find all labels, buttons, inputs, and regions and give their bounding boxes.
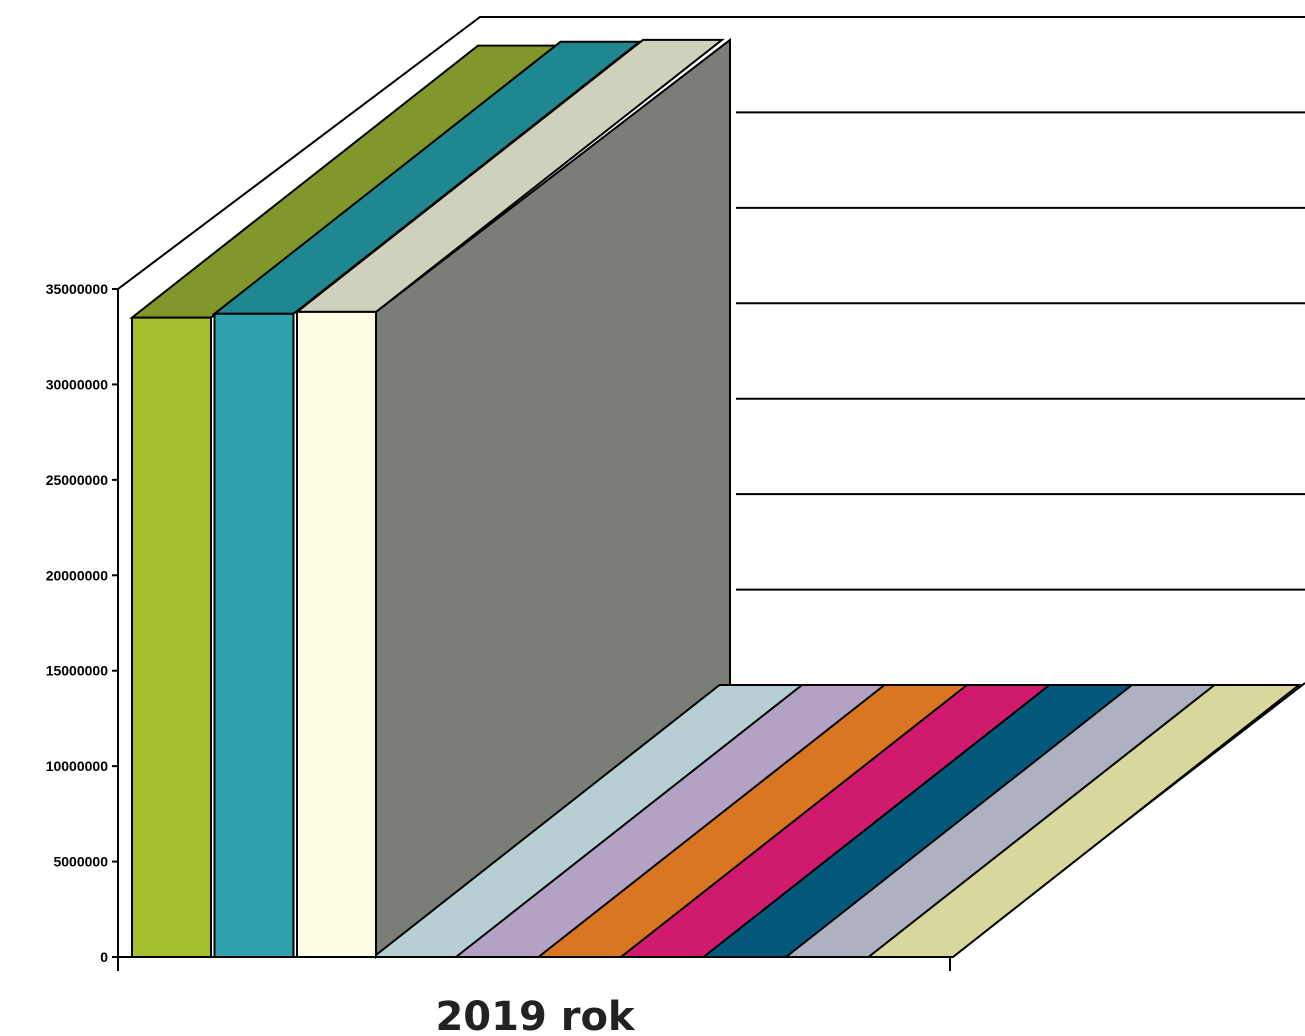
y-tick-labels: 0 5000000 10000000 15000000 20000000 25000000… bbox=[46, 281, 109, 965]
y-tick-label: 30000000 bbox=[46, 376, 109, 392]
bar-series-3 bbox=[296, 310, 377, 959]
y-tick-label: 15000000 bbox=[46, 663, 109, 679]
y-tick-label: 5000000 bbox=[53, 854, 108, 870]
bar-series-1 bbox=[131, 316, 212, 958]
y-tick-label: 25000000 bbox=[46, 472, 109, 488]
y-tick-label: 10000000 bbox=[46, 758, 109, 774]
bar-series-10 bbox=[865, 684, 1302, 958]
y-tick-label: 20000000 bbox=[46, 567, 109, 583]
bars bbox=[129, 37, 1302, 960]
x-category-label: 2019 rok bbox=[435, 994, 635, 1036]
bar-series-2 bbox=[213, 312, 295, 959]
y-tick-label: 0 bbox=[100, 949, 108, 965]
y-tick-label: 35000000 bbox=[46, 281, 109, 297]
gridlines bbox=[736, 16, 1305, 591]
